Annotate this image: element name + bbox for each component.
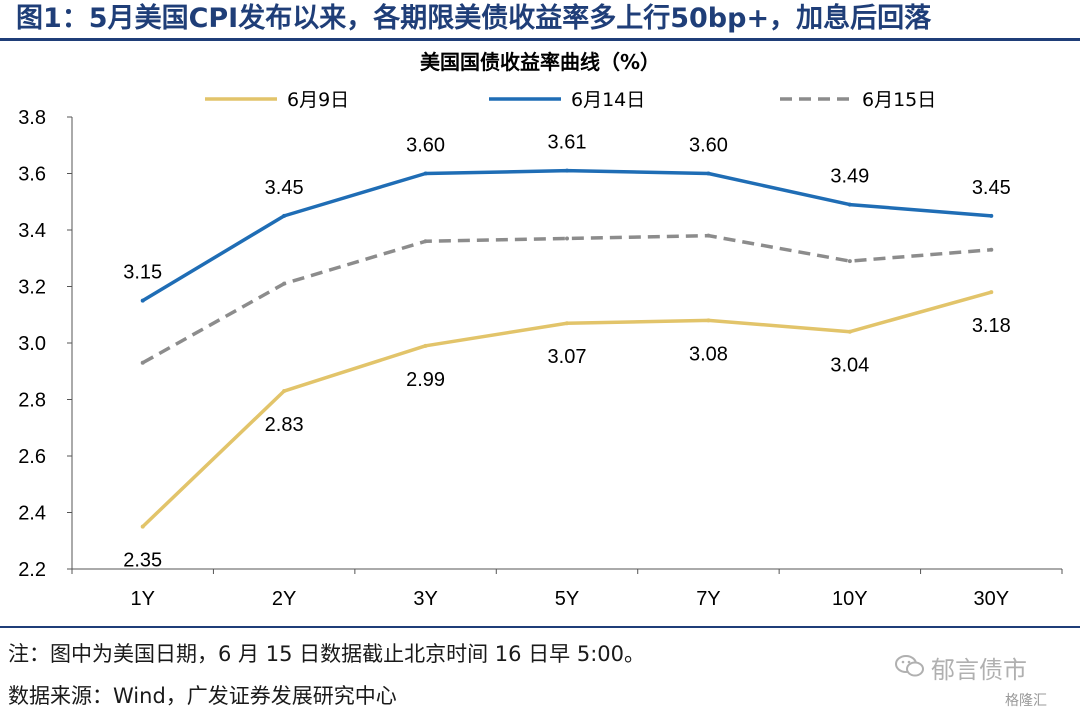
x-tick-label: 30Y	[973, 588, 1009, 610]
watermark: 郁言债市	[895, 650, 1027, 685]
data-label: 2.99	[406, 369, 445, 391]
series-layer	[140, 168, 994, 529]
data-label: 3.45	[972, 177, 1011, 199]
watermark-text: 郁言债市	[931, 656, 1027, 684]
axes: 2.2 2.4 2.6 2.8 3.0 3.2 3.4 3.6 3.8 1Y 2Y 3Y 5Y 7Y 10Y…	[18, 107, 1063, 610]
y-tick-label: 3.8	[18, 107, 46, 129]
data-label: 3.07	[548, 346, 587, 368]
x-tick-label: 10Y	[832, 588, 868, 610]
y-tick-label: 2.2	[18, 559, 46, 581]
data-point	[140, 524, 145, 529]
legend-label: 6月9日	[287, 89, 349, 111]
data-point	[140, 298, 145, 303]
legend-label: 6月14日	[571, 89, 645, 111]
data-point	[423, 239, 428, 244]
data-label: 2.35	[123, 550, 162, 572]
data-point	[423, 171, 428, 176]
data-point	[282, 389, 287, 394]
notes-rule	[0, 626, 1080, 628]
chart-note: 注：图中为美国日期，6 月 15 日数据截止北京时间 16 日早 5:00。	[8, 642, 646, 666]
y-tick-label: 3.4	[18, 220, 46, 242]
data-label: 3.15	[123, 262, 162, 284]
x-tick-label: 7Y	[696, 588, 720, 610]
data-point	[989, 213, 994, 218]
watermark-secondary: 格隆汇	[1005, 693, 1047, 709]
data-point	[565, 236, 569, 241]
data-point	[282, 213, 287, 218]
data-point	[706, 318, 711, 323]
data-point	[847, 259, 852, 264]
data-label: 3.45	[265, 177, 304, 199]
data-label: 3.08	[689, 343, 728, 365]
data-label: 3.18	[972, 315, 1011, 337]
data-point	[847, 329, 852, 334]
x-tick-label: 5Y	[555, 588, 579, 610]
chart-title: 美国国债收益率曲线（%）	[420, 50, 660, 74]
data-point	[706, 233, 711, 238]
data-point	[140, 360, 145, 365]
y-tick-label: 2.6	[18, 446, 46, 468]
series-line-3	[141, 233, 992, 365]
data-point	[989, 247, 994, 252]
y-tick-label: 2.8	[18, 390, 46, 412]
y-tick-label: 3.6	[18, 164, 46, 186]
data-label: 3.60	[406, 135, 445, 157]
data-label: 3.61	[548, 132, 587, 154]
data-labels: 2.35 2.83 2.99 3.07 3.08 3.04 3.18 3.15 3.45 3.60…	[123, 132, 1011, 572]
data-point	[706, 171, 711, 176]
y-tick-label: 3.2	[18, 277, 46, 299]
data-point	[423, 343, 428, 348]
data-point	[565, 321, 569, 326]
y-tick-label: 2.4	[18, 503, 46, 525]
series-line-1	[141, 290, 992, 528]
x-tick-label: 1Y	[130, 588, 154, 610]
x-tick-label: 3Y	[413, 588, 437, 610]
data-point	[847, 202, 852, 207]
legend: 6月9日 6月14日 6月15日	[205, 89, 936, 111]
line-chart: 美国国债收益率曲线（%） 6月9日 6月14日 6月15日 2.2 2.4 2.6 2.8…	[18, 50, 1063, 610]
data-point	[989, 290, 994, 295]
data-label: 3.60	[689, 135, 728, 157]
title-rule	[0, 38, 1080, 41]
chart-source: 数据来源：Wind，广发证券发展研究中心	[8, 684, 397, 708]
figure-title: 图1：5月美国CPI发布以来，各期限美债收益率多上行50bp+，加息后回落	[16, 3, 932, 34]
x-tick-label: 2Y	[272, 588, 296, 610]
legend-label: 6月15日	[862, 89, 936, 111]
wechat-icon	[895, 654, 925, 684]
data-label: 2.83	[265, 414, 304, 436]
data-point	[565, 168, 569, 173]
data-point	[282, 281, 287, 286]
data-label: 3.04	[830, 355, 869, 377]
data-label: 3.49	[830, 166, 869, 188]
y-tick-label: 3.0	[18, 333, 46, 355]
